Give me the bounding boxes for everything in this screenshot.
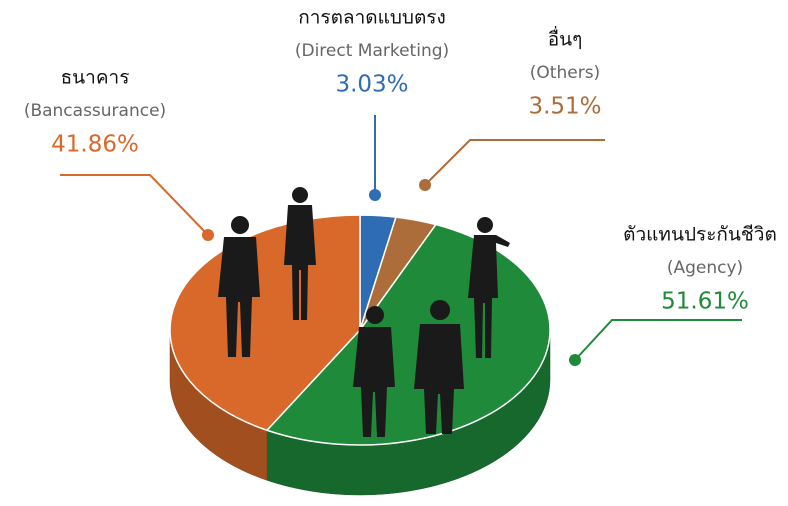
- category-note: (Direct Marketing): [295, 41, 449, 61]
- value-label: 51.61%: [661, 289, 749, 315]
- leader-line: [60, 174, 209, 236]
- category-note: (Bancassurance): [24, 101, 166, 121]
- value-label: 41.86%: [51, 132, 139, 158]
- leader-dot: [569, 354, 581, 366]
- leader-dot: [419, 179, 431, 191]
- category-label: ตัวแทนประกันชีวิต: [623, 224, 777, 246]
- leader-line: [424, 139, 605, 186]
- category-note: (Others): [530, 63, 600, 83]
- category-note: (Agency): [667, 258, 743, 278]
- value-label: 3.03%: [335, 72, 408, 98]
- category-label: การตลาดแบบตรง: [298, 7, 446, 29]
- category-label: ธนาคาร: [61, 67, 130, 89]
- leader-line: [574, 319, 742, 361]
- labels: ธนาคาร (Bancassurance) 41.86% การตลาดแบบตรง…: [24, 7, 777, 366]
- leader-dot: [369, 189, 381, 201]
- category-label: อื่นๆ: [548, 26, 583, 51]
- silhouettes: [218, 187, 510, 437]
- leader-dot: [202, 229, 214, 241]
- value-label: 3.51%: [528, 94, 601, 120]
